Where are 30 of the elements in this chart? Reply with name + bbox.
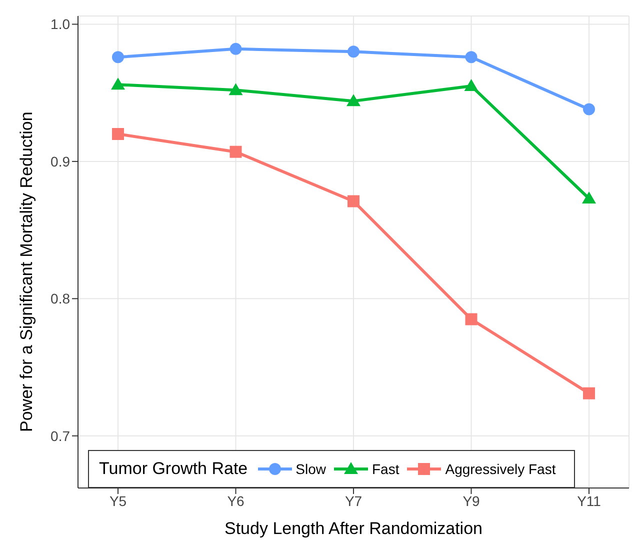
y-tick-label: 1.0 [50,16,70,32]
point [582,191,596,204]
legend-label: Slow [296,461,326,477]
legend-title: Tumor Growth Rate [99,459,248,479]
x-tick-label: Y11 [577,492,602,509]
y-tick-label: 0.8 [50,290,70,307]
point [112,128,124,140]
point [464,78,478,91]
point [346,94,360,106]
point [228,83,243,96]
point [348,195,360,208]
y-axis-title: Power for a Significant Mortality Reduction [17,112,36,432]
point [111,78,125,90]
point [112,51,124,64]
x-tick-label: Y7 [344,492,362,509]
legend-label: Fast [372,461,400,477]
point [465,313,478,326]
x-tick-label: Y6 [227,492,245,509]
x-tick-label: Y9 [462,492,480,509]
point [465,51,478,64]
point [583,387,595,400]
point [583,103,595,116]
point [230,146,242,158]
point [230,42,242,55]
x-axis-title: Study Length After Randomization [224,519,482,538]
point [348,46,360,58]
x-tick-label: Y5 [109,492,127,509]
legend-label: Aggressively Fast [445,461,556,477]
y-tick-label: 0.9 [50,153,70,170]
y-tick-label: 0.7 [50,428,70,444]
